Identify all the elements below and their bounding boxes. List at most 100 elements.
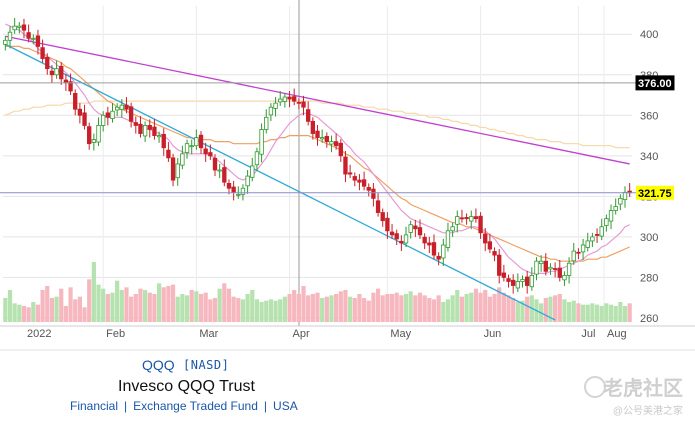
volume-bar [553, 295, 558, 322]
candle-body [548, 266, 553, 270]
volume-bar [310, 294, 315, 322]
volume-bar [259, 302, 264, 322]
volume-bar [403, 294, 409, 322]
candle-body [329, 141, 334, 145]
candle-body [464, 217, 469, 220]
y-tick-label: 340 [640, 151, 658, 163]
volume-bar [567, 302, 572, 322]
volume-bar [292, 290, 297, 322]
candle-body [254, 151, 260, 166]
candle-body [622, 191, 628, 201]
candle-body [91, 139, 97, 143]
volume-bar [338, 291, 343, 322]
candle-body [501, 272, 507, 278]
chart-grid [0, 0, 695, 351]
volume-bar [469, 292, 474, 322]
candle-body [240, 187, 246, 195]
tag-type[interactable]: Exchange Traded Fund [133, 399, 258, 413]
candle-body [306, 109, 311, 122]
volume-bar [622, 306, 628, 322]
volume-bar [599, 306, 604, 322]
candle-body [87, 126, 92, 145]
volume-bar [594, 304, 600, 322]
volume-bar [236, 298, 241, 322]
candle-body [534, 260, 539, 275]
candle-body [128, 106, 134, 122]
stock-chart: 2602803003203403603804002022FebMarAprMay… [0, 0, 695, 351]
candle-body [180, 153, 185, 166]
volume-bar [3, 298, 8, 322]
volume-bar [436, 295, 441, 322]
candle-body [250, 165, 255, 178]
candle-body [361, 179, 367, 187]
y-tick-label: 260 [640, 313, 658, 325]
candle-body [12, 25, 17, 31]
volume-bar [417, 292, 423, 322]
volume-bar [170, 284, 176, 322]
volume-bar [431, 299, 437, 322]
y-tick-label: 300 [640, 232, 658, 244]
volume-bar [413, 295, 418, 322]
volume-bar [613, 306, 618, 322]
candle-body [26, 32, 31, 39]
candle-body [478, 215, 483, 234]
volume-bar [203, 292, 208, 322]
x-tick-label: Feb [106, 328, 125, 340]
volume-bar [394, 292, 399, 322]
candle-body [571, 250, 576, 262]
fund-tags: Financial | Exchange Traded Fund | USA [70, 399, 298, 413]
candle-body [375, 200, 381, 213]
candle-body [292, 96, 297, 102]
price-markers: 376.00 321.75 [0, 75, 675, 200]
volume-bar [580, 304, 586, 322]
volume-bar [17, 304, 22, 322]
volume-bar [250, 290, 255, 322]
candle-body [562, 274, 567, 281]
volume-bar [45, 286, 50, 322]
candle-body [282, 96, 288, 102]
tag-sector[interactable]: Financial [70, 399, 119, 413]
candle-body [599, 226, 604, 237]
candle-body [347, 172, 353, 175]
candle-body [21, 24, 27, 31]
volume-bar [175, 296, 180, 322]
volume-bar [31, 302, 36, 322]
candle-body [259, 129, 264, 155]
candle-body [399, 240, 404, 244]
trendline [5, 43, 556, 321]
volume-bar [231, 296, 236, 322]
candle-body [124, 104, 129, 110]
price-tag-label: 376.00 [638, 78, 672, 90]
candle-body [590, 236, 595, 242]
ticker-link[interactable]: QQQ [142, 357, 175, 373]
x-tick-label: Mar [199, 328, 218, 340]
tag-separator: | [124, 399, 128, 413]
candle-body [208, 152, 213, 157]
candle-body [35, 35, 41, 47]
volume-bar [119, 290, 124, 322]
candle-body [324, 135, 329, 143]
candle-body [557, 267, 562, 278]
volume-bar [129, 296, 134, 322]
candle-body [301, 101, 306, 108]
candle-body [441, 244, 446, 259]
candle-body [511, 279, 516, 286]
candle-body [492, 251, 497, 256]
y-tick-label: 400 [640, 29, 658, 41]
candle-body [613, 206, 618, 211]
x-tick-label: May [390, 328, 411, 340]
volume-bar [143, 290, 148, 322]
candle-body [222, 167, 227, 183]
candle-body [483, 233, 488, 244]
candle-body [142, 125, 148, 137]
candle-body [31, 37, 36, 40]
candle-body [77, 108, 83, 116]
volume-bar [166, 286, 171, 322]
volume-bar [63, 306, 68, 322]
candle-body [17, 25, 22, 28]
tag-country[interactable]: USA [273, 399, 298, 413]
volume-bar [543, 298, 548, 322]
candle-body [403, 234, 409, 244]
candle-body [343, 156, 348, 175]
candle-body [618, 197, 623, 205]
